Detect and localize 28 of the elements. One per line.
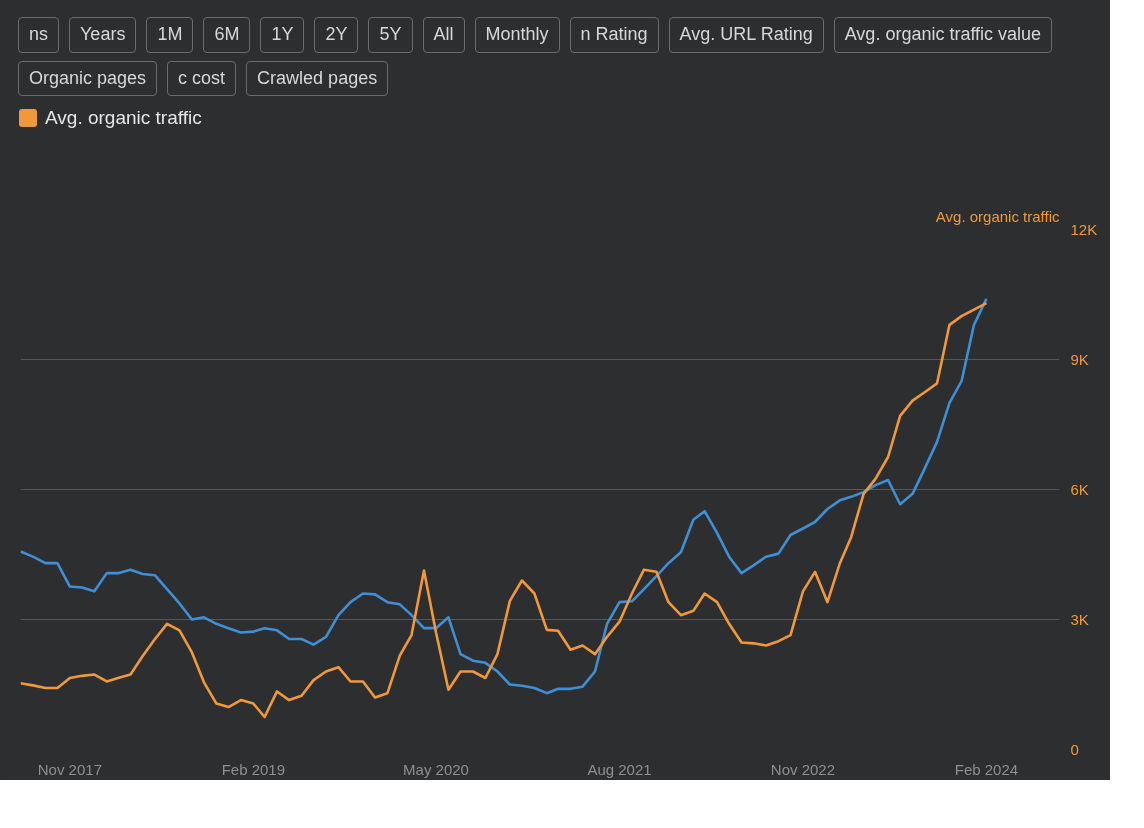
y-tick-label: 12K (1070, 221, 1098, 238)
text: c cost (167, 60, 237, 97)
text: 2Y (314, 17, 359, 53)
x-tick-label: Feb 2019 (221, 760, 286, 778)
x-tick-label: Nov 2017 (37, 760, 102, 778)
text: n Rating (569, 17, 659, 53)
text: Crawled pages (246, 60, 389, 97)
text: Organic pages (18, 60, 158, 97)
x-tick-label: May 2020 (403, 760, 469, 778)
y-axis-title: Avg. organic traffic (935, 207, 1060, 225)
x-tick-label: Aug 2021 (587, 760, 652, 778)
text: Monthly (474, 17, 560, 53)
y-tick-label: 6K (1070, 481, 1089, 498)
text: Avg. organic traffic value (833, 17, 1053, 53)
text: 6M (203, 17, 251, 53)
text: 1Y (260, 17, 305, 53)
x-tick-label: Feb 2024 (954, 760, 1019, 778)
text: ns (18, 17, 60, 53)
legend-label: Avg. organic traffic (44, 106, 202, 131)
text: 5Y (368, 17, 413, 53)
y-tick-label: 9K (1070, 351, 1089, 368)
text: 1M (146, 17, 194, 53)
x-tick-label: Nov 2022 (770, 760, 836, 778)
text: Avg. URL Rating (668, 17, 824, 53)
y-tick-label: 3K (1070, 611, 1089, 628)
y-tick-label: 0 (1070, 741, 1079, 758)
text: All (422, 17, 465, 53)
text: Years (69, 17, 137, 53)
